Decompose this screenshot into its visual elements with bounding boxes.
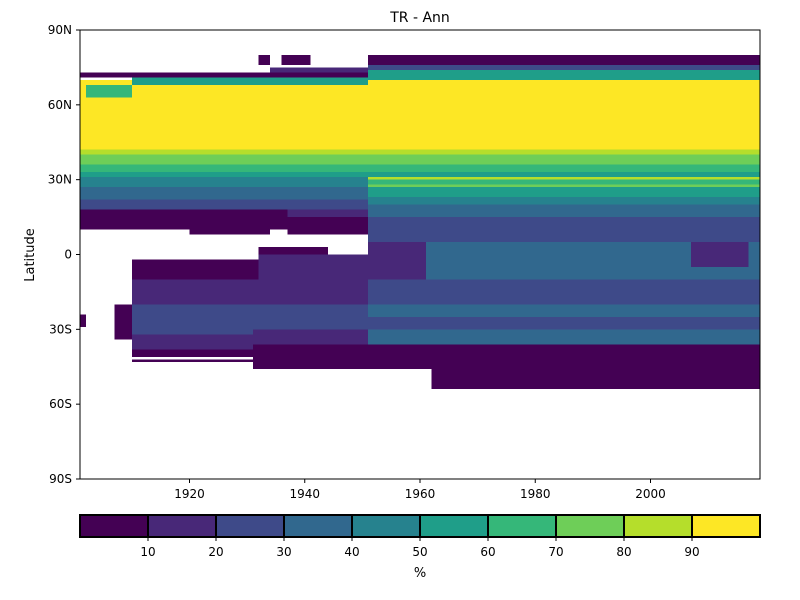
heatmap-cell <box>131 77 369 85</box>
heatmap-cell <box>85 84 132 98</box>
heatmap-cell <box>368 54 760 65</box>
colorbar-tick-label: 50 <box>412 545 427 559</box>
heatmap-cell <box>368 279 760 305</box>
x-tick-label: 1980 <box>520 487 551 501</box>
y-tick-label: 0 <box>64 248 72 262</box>
heatmap-cell <box>368 316 760 330</box>
colorbar-tick-label: 80 <box>616 545 631 559</box>
heatmap-cell <box>80 177 369 188</box>
colorbar-tick-label: 70 <box>548 545 563 559</box>
heatmap-cell <box>368 304 760 317</box>
colorbar-segment <box>555 514 625 538</box>
heatmap-cell <box>368 69 760 80</box>
heatmap-cell <box>189 229 271 235</box>
heatmap-cell <box>80 187 369 200</box>
colorbar-segment <box>623 514 693 538</box>
colorbar-tick-label: 20 <box>208 545 223 559</box>
heatmap-cell <box>270 67 369 73</box>
heatmap-cell <box>131 259 259 280</box>
heatmap-cell <box>131 304 253 335</box>
colorbar-tick-label: 30 <box>276 545 291 559</box>
heatmap-cell <box>80 149 760 155</box>
y-axis: 90S 60S 30S 0 30N 60N 90N <box>48 23 80 486</box>
heatmap-cell <box>368 204 760 218</box>
colorbar-label: % <box>414 566 426 581</box>
x-axis: 1920 1940 1960 1980 2000 <box>174 479 666 501</box>
colorbar-tick-label: 40 <box>344 545 359 559</box>
heatmap-cell <box>368 187 760 198</box>
heatmap-cell <box>690 242 749 267</box>
y-tick-label: 30S <box>49 322 72 336</box>
chart-title: TR - Ann <box>389 10 450 26</box>
y-tick-label: 90N <box>48 23 72 37</box>
heatmap-cell <box>252 329 369 345</box>
heatmap-cell <box>80 172 760 178</box>
colorbar-segment <box>79 514 149 538</box>
heatmap-cell <box>80 224 92 230</box>
heatmap-cell <box>287 209 369 218</box>
heatmap-cell <box>258 247 328 255</box>
heatmap-cell <box>114 304 132 340</box>
x-tick-label: 1920 <box>174 487 205 501</box>
colorbar-segment <box>283 514 353 538</box>
heatmap-cell <box>368 242 426 280</box>
heatmap-cell <box>80 79 760 150</box>
colorbar-segment <box>351 514 421 538</box>
x-tick-label: 1940 <box>289 487 320 501</box>
heatmap-cell <box>368 197 760 205</box>
colorbar-segment <box>147 514 217 538</box>
x-tick-label: 1960 <box>405 487 436 501</box>
heatmap-cell <box>368 229 760 243</box>
colorbar-tick-label: 90 <box>684 545 699 559</box>
heatmap-cell <box>368 177 760 180</box>
heatmap-cell <box>80 154 760 165</box>
heatmap-cell <box>80 72 369 78</box>
heatmap-cell <box>368 179 760 185</box>
heatmap-cell <box>131 349 253 357</box>
heatmap-cell <box>252 304 369 330</box>
colorbar-tick-label: 10 <box>140 545 155 559</box>
colorbar-tick-label: 60 <box>480 545 495 559</box>
colorbar-segment <box>419 514 489 538</box>
heatmap-cell <box>368 184 760 188</box>
heatmap-cell <box>368 64 760 70</box>
colorbar-segment <box>487 514 557 538</box>
heatmap-cell <box>258 54 271 65</box>
x-tick-label: 2000 <box>635 487 666 501</box>
heatmap-cell <box>80 314 86 327</box>
heatmap-cell <box>131 279 369 305</box>
heatmap-cell <box>287 217 369 235</box>
heatmap-cell <box>368 329 760 345</box>
colorbar-segment <box>691 514 761 538</box>
heatmap-cell <box>252 344 761 370</box>
y-tick-label: 90S <box>49 472 72 486</box>
heatmap-cell <box>431 369 760 390</box>
heatmap-cell <box>80 209 288 230</box>
heatmap-cell <box>368 217 760 230</box>
colorbar-segment <box>215 514 285 538</box>
heatmap-cell <box>80 164 760 173</box>
heatmap-cell <box>131 334 253 350</box>
y-tick-label: 60N <box>48 98 72 112</box>
heatmap-cell <box>131 359 253 362</box>
y-axis-label: Latitude <box>23 228 38 282</box>
y-tick-label: 30N <box>48 173 72 187</box>
heatmap-cell <box>80 199 369 210</box>
y-tick-label: 60S <box>49 397 72 411</box>
heatmap-cells <box>80 54 761 390</box>
heatmap-cell <box>281 54 311 65</box>
colorbar: 10 20 30 40 50 60 70 80 90 <box>79 514 761 559</box>
heatmap-cell <box>258 254 369 280</box>
